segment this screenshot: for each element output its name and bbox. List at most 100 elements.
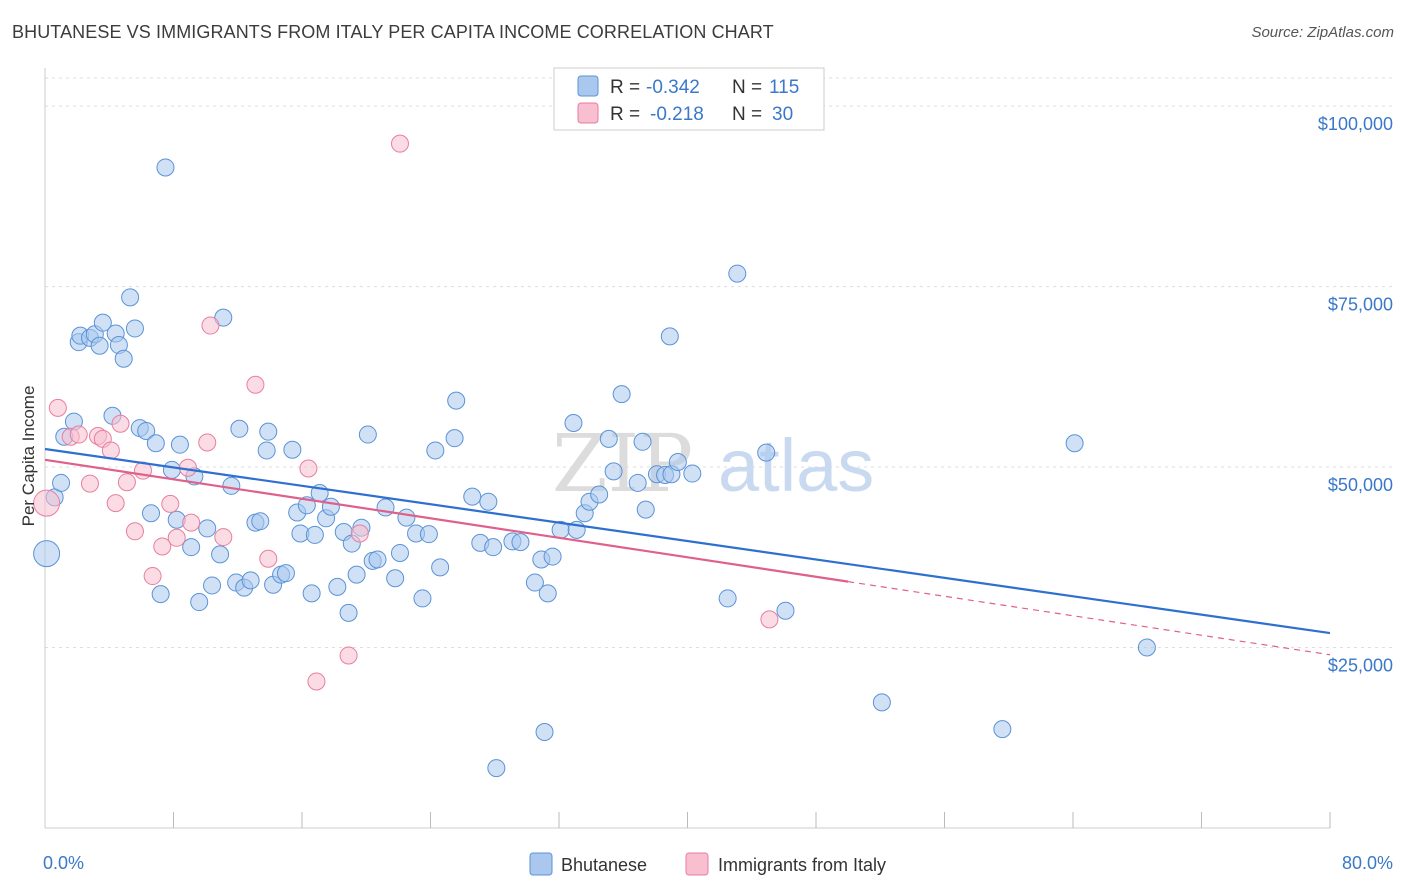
bhutanese-point-92 xyxy=(599,429,618,448)
bhutanese-point-50 xyxy=(305,525,324,544)
bhutanese-point-100 xyxy=(660,327,679,346)
bhutanese-point-97 xyxy=(636,500,655,519)
legend-box xyxy=(553,67,825,131)
tick-labels: $25,000 $50,000 $75,000 $100,000 0.0% 80.0% xyxy=(43,114,1393,873)
bhutanese-point-94 xyxy=(612,385,631,404)
bhutanese-point-60 xyxy=(358,425,377,444)
legend-n-label-0: N = xyxy=(732,77,762,98)
italy-point-10 xyxy=(117,473,136,492)
italy-point-27 xyxy=(350,524,369,543)
y-tick-label-3: $100,000 xyxy=(1318,114,1393,134)
legend-r-label-0: R = xyxy=(610,77,640,98)
bhutanese-trend-line xyxy=(44,447,1331,635)
bhutanese-point-70 xyxy=(426,441,445,460)
italy-point-20 xyxy=(201,316,220,335)
bhutanese-point-69 xyxy=(419,525,438,544)
x-tick-label-0: 0.0% xyxy=(43,853,84,873)
bhutanese-point-45 xyxy=(283,440,302,459)
legend-n-value-0: 115 xyxy=(769,77,799,98)
bhutanese-point-71 xyxy=(431,558,450,577)
bhutanese-point-10 xyxy=(93,313,112,332)
y-axis-title: Per Capita Income xyxy=(19,386,38,527)
bhutanese-point-103 xyxy=(683,464,702,483)
italy-point-1 xyxy=(48,398,67,417)
italy-point-11 xyxy=(125,522,144,541)
bhutanese-point-102 xyxy=(668,452,687,471)
italy-point-7 xyxy=(101,441,120,460)
bhutanese-point-28 xyxy=(190,593,209,612)
bhutanese-point-87 xyxy=(564,414,583,433)
bottom-legend-label-bhutanese: Bhutanese xyxy=(561,855,647,875)
bhutanese-point-33 xyxy=(222,476,241,495)
bhutanese-point-91 xyxy=(590,485,609,504)
bhutanese-point-62 xyxy=(368,550,387,569)
bhutanese-point-105 xyxy=(728,264,747,283)
italy-point-4 xyxy=(80,474,99,493)
italy-point-19 xyxy=(198,433,217,452)
bhutanese-point-26 xyxy=(182,538,201,557)
bhutanese-point-74 xyxy=(463,487,482,506)
chart-title: BHUTANESE VS IMMIGRANTS FROM ITALY PER C… xyxy=(12,22,774,42)
bhutanese-point-2 xyxy=(52,473,71,492)
x-tick-label-1: 80.0% xyxy=(1342,853,1393,873)
bhutanese-point-44 xyxy=(276,564,295,583)
y-tick-label-0: $25,000 xyxy=(1328,656,1393,676)
italy-trend-line xyxy=(44,458,849,583)
legend-r-value-1: -0.218 xyxy=(650,104,704,125)
bhutanese-point-107 xyxy=(776,601,795,620)
bhutanese-point-49 xyxy=(302,584,321,603)
bhutanese-point-58 xyxy=(347,565,366,584)
italy-point-26 xyxy=(339,646,358,665)
bhutanese-point-109 xyxy=(993,720,1012,739)
chart-source: Source: ZipAtlas.com xyxy=(1251,24,1394,41)
bhutanese-point-54 xyxy=(328,577,347,596)
bhutanese-point-30 xyxy=(203,576,222,595)
bhutanese-point-106 xyxy=(757,443,776,462)
bottom-legend-swatch-bhutanese xyxy=(529,852,553,876)
bhutanese-point-15 xyxy=(121,288,140,307)
bhutanese-point-22 xyxy=(156,158,175,177)
bhutanese-point-53 xyxy=(321,497,340,516)
bhutanese-point-81 xyxy=(525,573,544,592)
italy-point-18 xyxy=(182,513,201,532)
bhutanese-point-84 xyxy=(538,584,557,603)
italy-point-28 xyxy=(390,134,409,153)
bhutanese-point-110 xyxy=(1065,434,1084,453)
italy-point-24 xyxy=(299,459,318,478)
top-legend: R = -0.342 N = 115 R = -0.218 N = 30 xyxy=(553,67,825,131)
bhutanese-point-23 xyxy=(162,460,181,479)
bhutanese-point-85 xyxy=(543,547,562,566)
bhutanese-point-14 xyxy=(114,349,133,368)
bhutanese-point-20 xyxy=(146,434,165,453)
bhutanese-point-29 xyxy=(198,519,217,538)
bhutanese-point-73 xyxy=(447,391,466,410)
bhutanese-point-64 xyxy=(386,569,405,588)
bhutanese-point-18 xyxy=(137,421,156,440)
bhutanese-point-83 xyxy=(535,722,554,741)
italy-point-16 xyxy=(167,528,186,547)
italy-point-29 xyxy=(760,610,779,629)
bhutanese-point-104 xyxy=(718,589,737,608)
bhutanese-point-93 xyxy=(604,462,623,481)
legend-n-label-1: N = xyxy=(732,104,762,125)
bhutanese-point-72 xyxy=(445,429,464,448)
italy-point-8 xyxy=(106,494,125,513)
bhutanese-point-31 xyxy=(211,545,230,564)
watermark-atlas: atlas xyxy=(718,424,874,507)
bottom-legend: Bhutanese Immigrants from Italy xyxy=(529,852,886,876)
bhutanese-point-65 xyxy=(390,543,409,562)
italy-point-25 xyxy=(307,672,326,691)
italy-point-9 xyxy=(111,414,130,433)
bhutanese-points xyxy=(33,158,1156,778)
bhutanese-point-78 xyxy=(487,759,506,778)
bhutanese-point-66 xyxy=(397,508,416,527)
bhutanese-point-40 xyxy=(257,441,276,460)
bhutanese-point-111 xyxy=(1137,638,1156,657)
legend-swatch-bhutanese xyxy=(577,75,599,97)
italy-points xyxy=(33,134,779,691)
bhutanese-point-0 xyxy=(33,540,61,568)
bhutanese-point-9 xyxy=(90,336,109,355)
bottom-legend-label-italy: Immigrants from Italy xyxy=(718,855,886,875)
bhutanese-point-35 xyxy=(230,419,249,438)
